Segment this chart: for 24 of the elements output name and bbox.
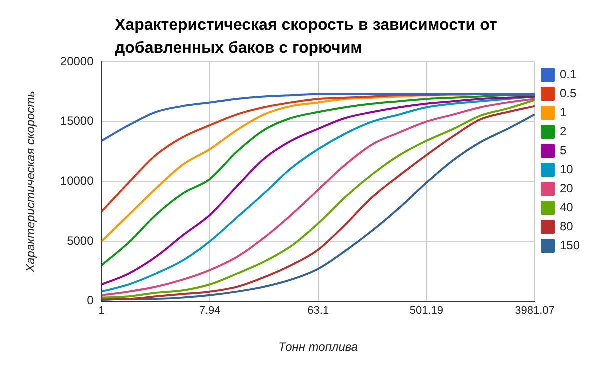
legend-label: 0.5 [560,86,577,100]
legend-label: 20 [560,181,574,196]
legend-label: 1 [560,105,567,120]
y-tick-label: 15000 [60,114,94,128]
x-tick-label: 1 [98,305,105,318]
chart-title: Характеристическая скорость в зависимости от добавленных баков с горючим [115,16,498,59]
x-axis-title: Тонн топлива [278,340,358,354]
x-tick-label: 7.94 [199,305,221,318]
legend-label: 0.1 [560,67,577,82]
line-series [102,93,535,142]
y-tick-label: 0 [87,294,94,308]
legend-label: 10 [560,162,574,176]
x-tick-label: 501.19 [410,305,444,318]
legend-label: 80 [560,219,574,234]
legend-label: 150 [560,238,580,252]
y-tick-label: 5000 [67,234,94,248]
y-tick-label: 10000 [60,174,94,188]
legend-label: 2 [560,124,567,138]
legend-label: 5 [560,143,567,158]
legend-label: 40 [560,200,574,214]
x-tick-label: 3981.07 [515,305,555,318]
y-axis-title: Характеристическая скорость [24,91,38,274]
y-tick-label: 20000 [60,54,94,68]
x-tick-label: 63.1 [308,305,330,318]
